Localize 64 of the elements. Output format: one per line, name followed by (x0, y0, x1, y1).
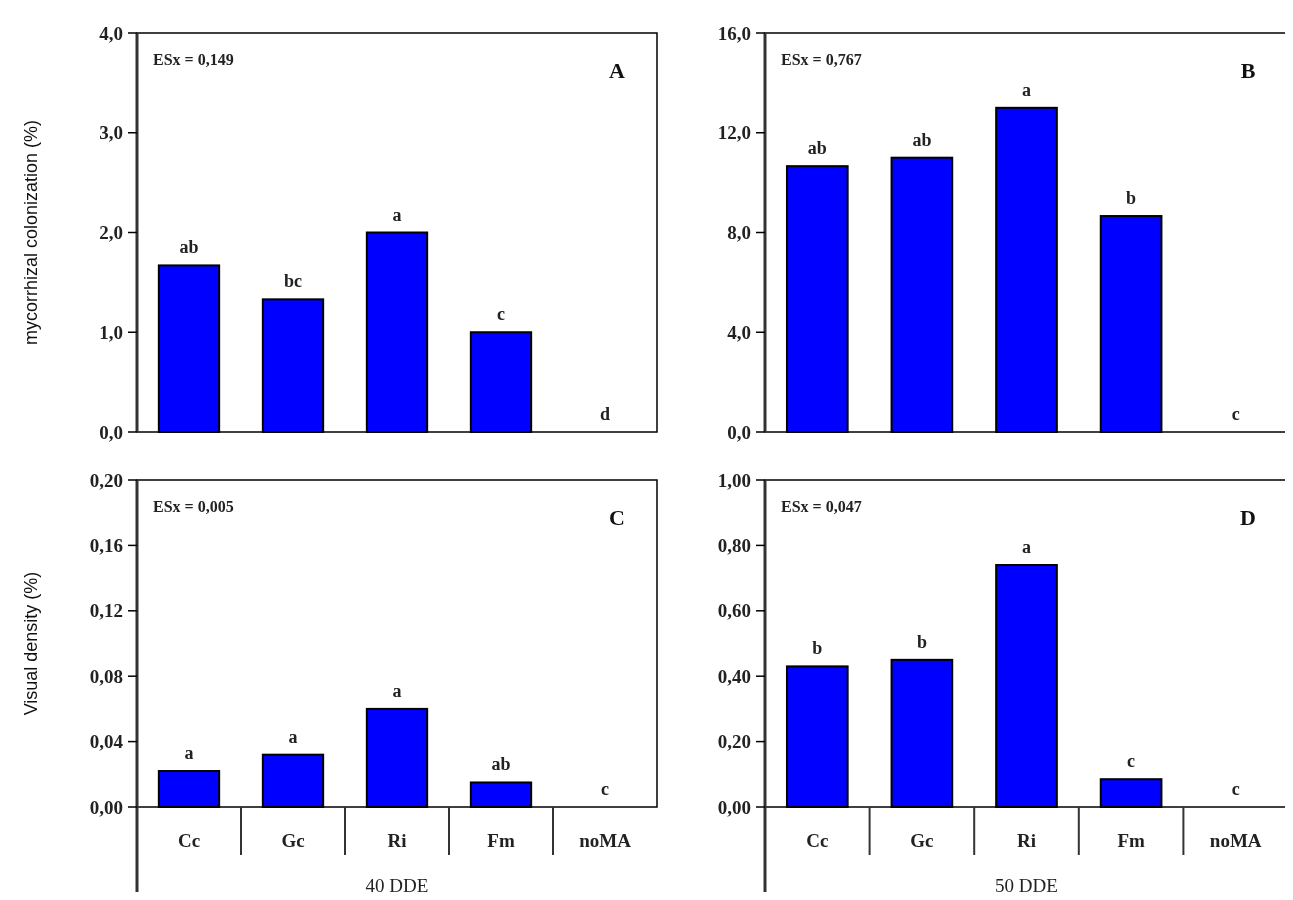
annotation: d (599, 404, 611, 424)
annotation: c (497, 304, 505, 325)
y-tick-label: 0,16 (89, 535, 123, 557)
y-axis-title: Visual density (%) (21, 571, 41, 716)
y-tick-label: 3,0 (99, 122, 123, 144)
annotation: b (812, 638, 823, 659)
y-tick-label: 1,0 (99, 321, 123, 343)
annotation: ESx = 0,005 (153, 498, 234, 515)
y-tick-label: 0,08 (89, 665, 123, 687)
y-tick-label: 0,12 (89, 600, 123, 622)
y-tick-label: 0,40 (717, 665, 751, 687)
annotation: bc (284, 271, 303, 292)
annotation: a (1022, 79, 1031, 100)
y-tick-label: 0,00 (89, 796, 123, 818)
text: D (1240, 505, 1256, 530)
y-tick-label: 0,0 (727, 421, 751, 443)
annotation: ab (491, 754, 511, 775)
annotation: ab (179, 237, 199, 258)
x-tick-label: Cc (806, 830, 829, 851)
y-tick-label: 2,0 (99, 222, 123, 244)
y-tick-label: 4,0 (727, 321, 751, 343)
annotation: ab (912, 129, 932, 150)
x-tick-label: noMA (579, 830, 632, 851)
x-axis-title: 50 DDE (995, 875, 1058, 896)
y-tick-label: 0,80 (717, 535, 751, 557)
annotation: a (1022, 537, 1031, 558)
y-axis-title: mycorrhizal colonization (%) (21, 119, 41, 346)
annotation: a (288, 726, 298, 747)
x-tick-label: Ri (1017, 830, 1036, 851)
x-tick-label: Ri (387, 830, 407, 851)
annotation: ESx = 0,047 (781, 498, 862, 515)
y-tick-label: 16,0 (717, 22, 751, 44)
annotation: c (1127, 751, 1136, 772)
y-tick-label: 0,20 (717, 731, 751, 753)
x-tick-label: Fm (487, 830, 515, 851)
annotation: a (392, 204, 402, 225)
y-tick-label: 1,00 (717, 469, 751, 491)
y-tick-label: 0,60 (717, 600, 751, 622)
y-tick-label: 0,04 (89, 731, 124, 753)
y-tick-label: 12,0 (717, 122, 751, 144)
text: B (1240, 58, 1256, 83)
y-tick-label: 0,20 (89, 469, 123, 491)
x-tick-label: Gc (281, 830, 305, 851)
y-tick-label: 4,0 (99, 22, 123, 44)
annotation: c (1231, 404, 1240, 424)
y-tick-label: 8,0 (727, 222, 751, 244)
x-tick-label: Cc (177, 830, 201, 851)
y-tick-label: 0,00 (717, 796, 751, 818)
x-axis-title: 40 DDE (365, 875, 429, 896)
y-tick-label: 0,0 (99, 421, 123, 443)
text: C (609, 505, 625, 530)
x-tick-label: Gc (910, 830, 934, 851)
x-tick-label: noMA (1209, 830, 1262, 851)
annotation: a (184, 743, 194, 764)
x-tick-label: Fm (1117, 830, 1145, 851)
annotation: ab (807, 138, 827, 159)
annotation: ESx = 0,149 (153, 51, 234, 68)
annotation: b (1126, 188, 1137, 209)
annotation: a (392, 680, 402, 701)
annotation: b (916, 631, 927, 652)
annotation: c (601, 779, 609, 799)
annotation: c (1231, 779, 1240, 799)
annotation: ESx = 0,767 (781, 51, 862, 68)
text: A (609, 58, 626, 83)
